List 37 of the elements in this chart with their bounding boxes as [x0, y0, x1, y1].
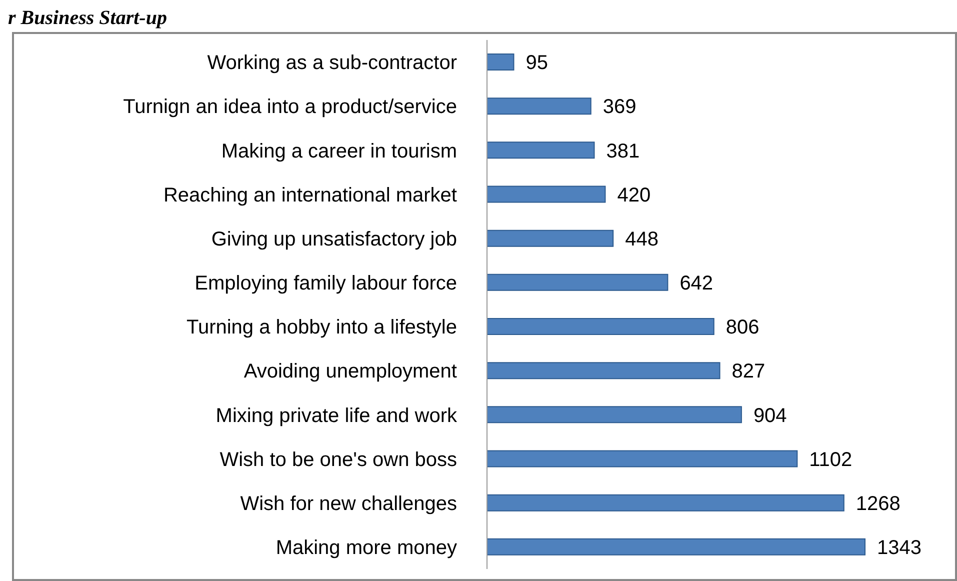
bar: [486, 538, 866, 556]
data-label: 420: [617, 184, 651, 206]
bar: [486, 318, 714, 335]
bar: [486, 362, 720, 380]
y-tick-label: Employing family labour force: [194, 272, 457, 295]
data-label: 904: [753, 404, 787, 427]
data-label: 1102: [809, 448, 852, 471]
y-tick-label: Making more money: [276, 537, 457, 560]
y-tick-label: Wish for new challenges: [240, 492, 457, 515]
bar: [486, 274, 668, 291]
bar: [486, 406, 742, 424]
bar: [486, 98, 592, 115]
y-tick-label: Turnign an idea into a product/service: [123, 96, 457, 118]
data-label: 95: [526, 52, 548, 74]
bar: [486, 494, 844, 512]
y-tick-label: Wish to be one's own boss: [220, 448, 457, 471]
text: r Business Start-up: [8, 7, 167, 29]
bar: [486, 186, 606, 203]
bar: [486, 54, 514, 70]
bar: [486, 450, 798, 468]
y-tick-label: Avoiding unemployment: [244, 360, 458, 383]
y-tick-label: Reaching an international market: [163, 184, 458, 206]
data-label: 369: [602, 96, 636, 118]
data-label: 1343: [877, 537, 922, 560]
y-tick-label: Making a career in tourism: [221, 140, 457, 162]
data-label: 827: [732, 360, 766, 383]
y-tick-label: Giving up unsatisfactory job: [211, 228, 457, 250]
y-tick-label: Mixing private life and work: [216, 404, 458, 427]
data-label: 806: [726, 316, 760, 339]
y-tick-label: Turning a hobby into a lifestyle: [186, 316, 457, 339]
data-label: 381: [606, 140, 640, 162]
bar: [486, 142, 595, 159]
data-label: 448: [625, 228, 658, 250]
data-label: 1268: [856, 492, 900, 515]
bar: [486, 230, 614, 247]
data-label: 642: [680, 272, 714, 295]
y-tick-label: Working as a sub-contractor: [207, 52, 458, 74]
